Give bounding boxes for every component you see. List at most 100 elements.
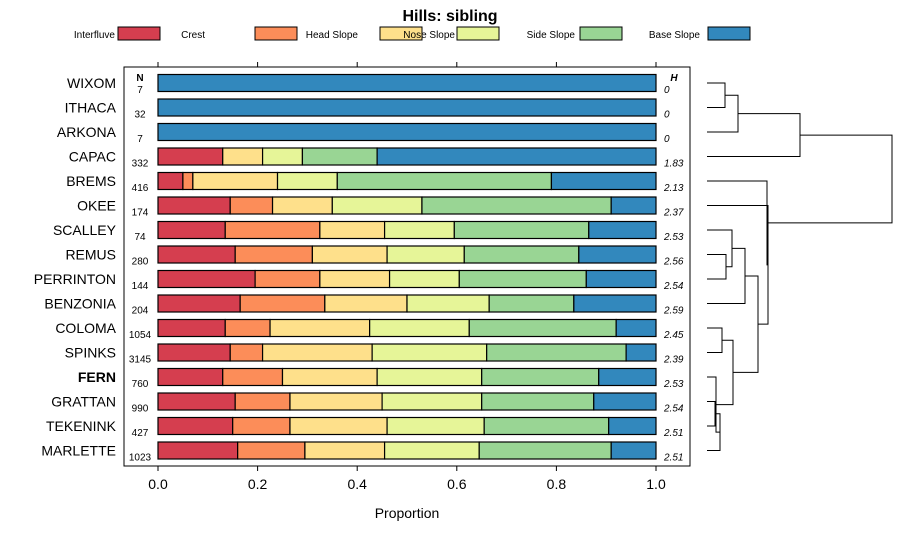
legend-swatch-side-slope [579,26,623,41]
bar-segment-side-slope [486,343,627,362]
bar-segment-side-slope [488,294,575,313]
bar-segment-head-slope [311,245,388,264]
n-value: 7 [137,85,143,96]
x-axis: 0.0 0.2 0.4 0.6 0.8 1.0 [148,62,666,492]
n-value: 3145 [129,355,152,366]
bar-segment-interfluve [157,367,224,387]
bar-segment-interfluve [157,245,236,264]
bar-segment-side-slope [481,367,600,387]
dendrogram-branch [707,401,716,427]
n-value: 74 [134,232,146,243]
bar-segment-base-slope [578,245,657,264]
bar-segment-head-slope [304,441,386,460]
category-label: WIXOM [67,75,116,91]
bar-segment-crest [237,441,306,460]
bar-segment-side-slope [478,441,612,460]
bar-segment-interfluve [157,343,231,362]
dendrogram-branch [716,339,734,406]
n-value: 427 [132,428,149,439]
category-label: BENZONIA [44,296,116,312]
bar-segment-nose-slope [331,196,423,215]
bar-segment-base-slope [157,98,657,117]
n-value: 280 [132,257,149,268]
n-value: 204 [132,306,149,317]
n-value: 1023 [129,453,152,464]
legend-label: Base Slope [649,30,701,41]
legend-label: Nose Slope [403,30,455,41]
bar-row: ARKONA 7 0 [57,122,670,145]
bar-row: WIXOM 7 0 [67,73,670,96]
bar-segment-crest [234,392,291,411]
bar-segment-crest [229,343,264,362]
bar-segment-interfluve [157,392,236,411]
bar-segment-base-slope [610,441,657,460]
bar-segment-side-slope [301,147,378,166]
bar-segment-base-slope [157,122,657,142]
chart-title: Hills: sibling [402,8,497,25]
bar-segment-head-slope [261,343,373,362]
bar-segment-base-slope [573,294,657,313]
category-label: SCALLEY [53,222,117,238]
bar-segment-base-slope [585,269,657,289]
bar-segment-nose-slope [406,294,490,313]
legend-swatch-head-slope [379,26,423,41]
h-column-header: H [670,73,678,84]
bar-segment-base-slope [588,220,657,240]
dendrogram-branch [707,254,727,280]
bar-segment-nose-slope [386,416,485,436]
h-value: 0 [664,85,670,96]
bar-row: FERN 760 2.53 [78,367,684,390]
n-value: 1054 [129,330,152,341]
n-value: 760 [132,379,149,390]
bar-segment-nose-slope [371,343,488,362]
bar-row: COLOMA 1054 2.45 [55,318,684,341]
bar-segment-side-slope [421,196,612,215]
bar-segment-base-slope [625,343,657,362]
legend-swatch-base-slope [707,26,751,41]
bar-segment-side-slope [458,269,587,289]
dendrogram-branch [707,180,768,266]
n-column-header: N [136,73,143,84]
legend-label: Head Slope [306,30,359,41]
h-value: 1.83 [664,159,684,170]
bar-segment-nose-slope [369,318,470,338]
legend-label: Crest [181,30,205,41]
h-value: 2.37 [663,208,684,219]
dendrogram-branch [707,229,733,268]
bar-segment-nose-slope [381,392,483,411]
bar-segment-interfluve [157,441,239,460]
n-value: 144 [132,281,149,292]
dendrogram-branch [767,134,893,224]
category-label: FERN [78,369,116,385]
bar-segment-interfluve [157,416,234,436]
n-value: 416 [132,183,149,194]
category-label: MARLETTE [41,443,116,459]
category-label: TEKENINK [46,418,117,434]
category-label: REMUS [65,247,116,263]
dendrogram-branch [707,82,726,108]
h-value: 0 [664,134,670,145]
bar-segment-nose-slope [386,245,465,264]
category-label: CAPAC [69,149,116,165]
bar-row: MARLETTE 1023 2.51 [41,441,683,464]
bar-segment-nose-slope [376,367,483,387]
h-value: 2.53 [663,379,684,390]
bar-segment-interfluve [157,147,224,166]
bar-segment-side-slope [463,245,580,264]
x-tick-label: 0.6 [447,476,467,492]
category-label: OKEE [77,198,116,214]
bar-segment-head-slope [324,294,408,313]
category-label: COLOMA [55,320,116,336]
bar-segment-nose-slope [383,441,480,460]
bar-segment-head-slope [269,318,371,338]
bar-row: BENZONIA 204 2.59 [44,294,684,317]
bar-segment-crest [239,294,326,313]
bar-segment-head-slope [289,392,383,411]
bar-segment-side-slope [483,416,610,436]
h-value: 2.51 [663,453,683,464]
bar-segment-head-slope [319,269,391,289]
dendrogram-branch [707,113,801,157]
bar-segment-interfluve [157,196,231,215]
dendrogram [707,82,893,451]
x-tick-label: 1.0 [646,476,666,492]
